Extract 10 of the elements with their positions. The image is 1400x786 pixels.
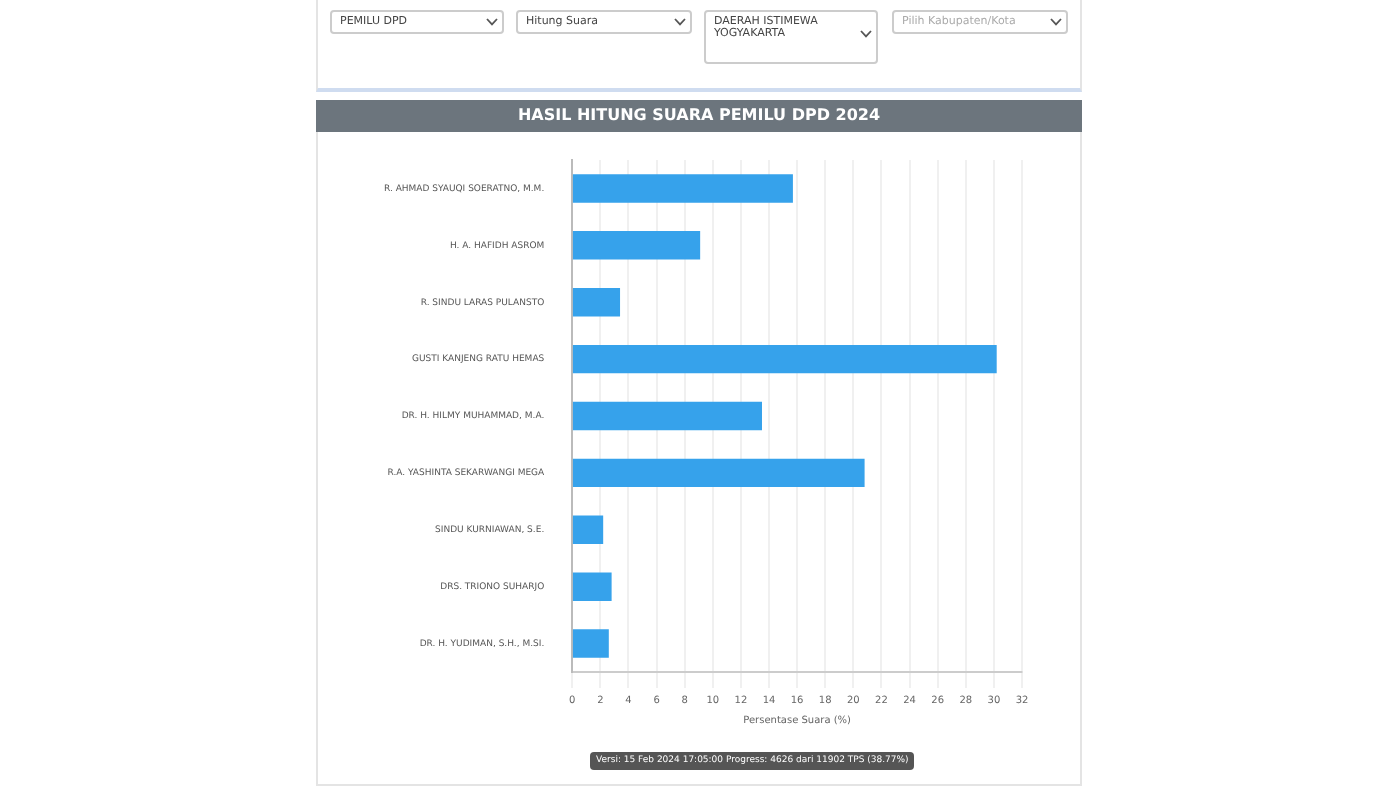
bar [572,572,612,601]
bar [572,629,609,658]
bar [572,515,604,544]
bar [572,231,701,260]
bar [572,288,621,317]
chart-title: HASIL HITUNG SUARA PEMILU DPD 2024 [316,100,1082,132]
bar [572,174,793,203]
bar [572,458,865,488]
bar [572,401,762,431]
bar [572,344,997,374]
